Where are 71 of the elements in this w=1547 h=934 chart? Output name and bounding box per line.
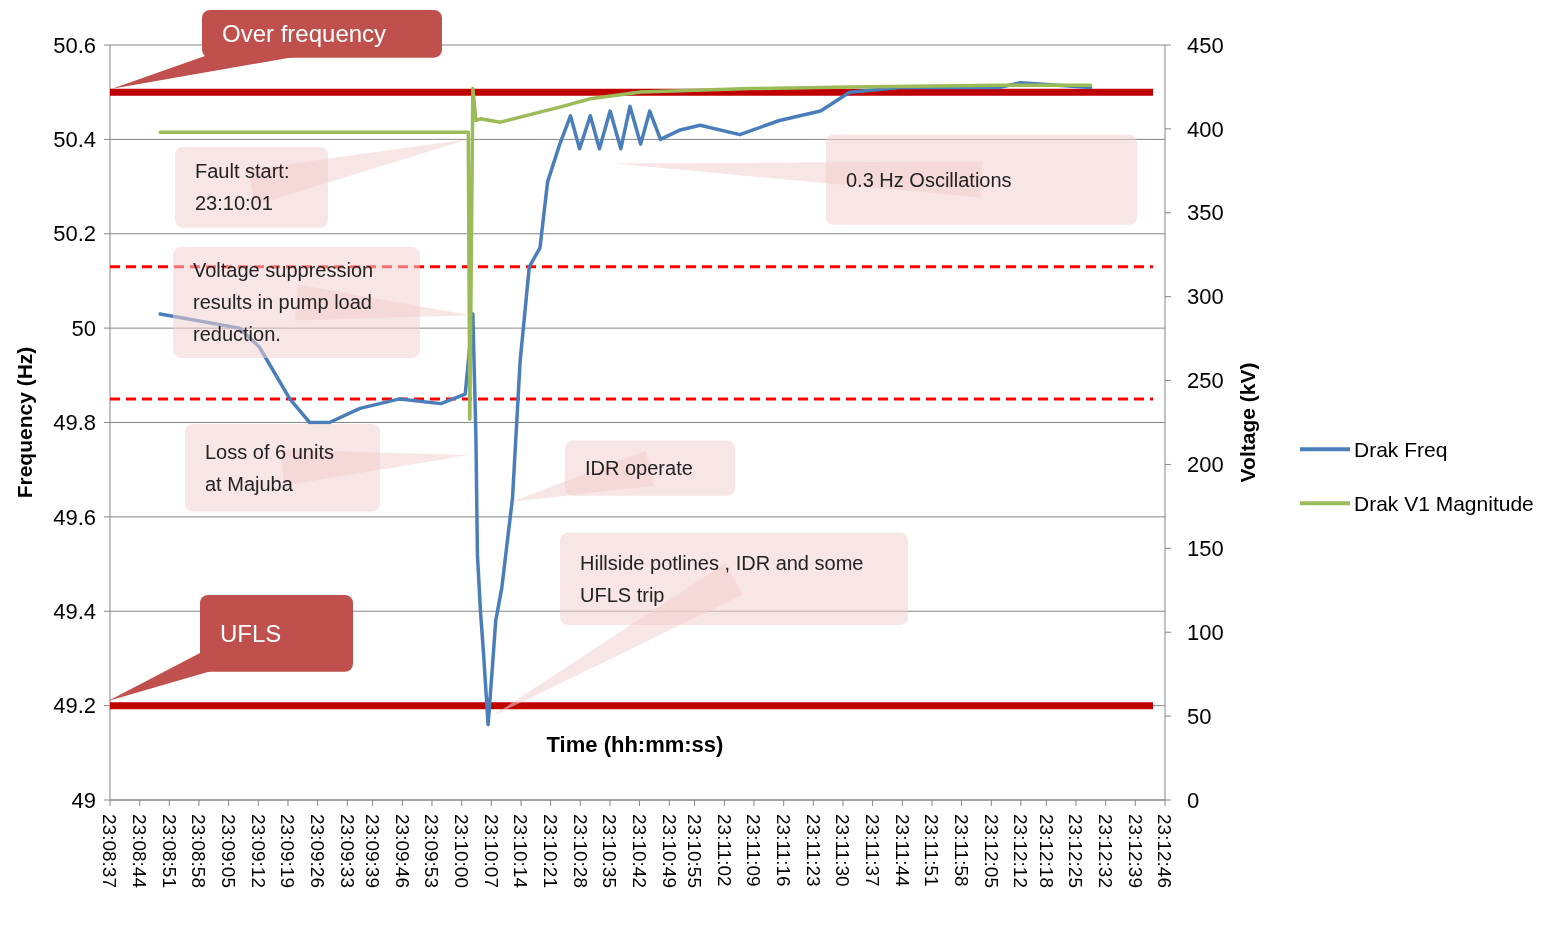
- x-tick-label: 23:12:39: [1124, 814, 1146, 888]
- x-tick-label: 23:11:09: [743, 814, 765, 887]
- y-axis-title: Frequency (Hz): [13, 346, 36, 499]
- x-tick-label: 23:09:53: [421, 814, 443, 888]
- y2-tick-label: 300: [1187, 284, 1224, 310]
- x-tick-label: 23:11:02: [713, 814, 735, 887]
- annotation: Fault start: 23:10:01: [195, 160, 290, 215]
- y-tick-label: 50.4: [53, 127, 96, 153]
- y2-tick-label: 250: [1187, 368, 1224, 394]
- legend-label: Drak Freq: [1354, 437, 1448, 461]
- x-tick-label: 23:10:28: [569, 814, 591, 888]
- annotation: Loss of 6 units at Majuba: [205, 440, 334, 495]
- x-axis-title: Time (hh:mm:ss): [546, 732, 724, 758]
- y2-tick-label: 150: [1187, 536, 1224, 562]
- y-tick-label: 49: [71, 787, 96, 813]
- x-tick-label: 23:11:44: [891, 814, 913, 887]
- x-tick-label: 23:08:37: [99, 814, 121, 888]
- y-tick-label: 49.4: [53, 598, 96, 624]
- x-tick-label: 23:11:16: [773, 814, 795, 887]
- y2-tick-label: 400: [1187, 116, 1224, 142]
- x-tick-label: 23:11:58: [950, 814, 972, 887]
- x-tick-label: 23:12:25: [1065, 814, 1087, 888]
- annotation: Voltage suppression results in pump load reduction.: [193, 259, 374, 346]
- x-tick-label: 23:10:07: [480, 814, 502, 888]
- annotation: 0.3 Hz Oscillations: [846, 168, 1012, 191]
- line-series: [158, 83, 1093, 421]
- y-tick-label: 50: [71, 315, 96, 341]
- y2-tick-label: 50: [1187, 703, 1212, 729]
- x-tick-label: 23:10:42: [628, 814, 650, 888]
- line-series: [158, 81, 1093, 727]
- x-tick-label: 23:09:46: [391, 814, 413, 888]
- y2-tick-label: 200: [1187, 452, 1224, 478]
- annotation: Over frequency: [222, 20, 387, 48]
- annotation: UFLS: [220, 619, 282, 647]
- legend-label: Drak V1 Magnitude: [1354, 491, 1534, 515]
- y-tick-label: 49.2: [53, 693, 96, 719]
- x-tick-label: 23:08:58: [188, 814, 210, 888]
- x-tick-label: 23:09:05: [218, 814, 240, 888]
- y2-tick-label: 450: [1187, 32, 1224, 58]
- x-tick-label: 23:12:46: [1154, 814, 1176, 888]
- y2-axis-title: Voltage (kV): [1236, 362, 1259, 483]
- x-tick-label: 23:09:12: [247, 814, 269, 888]
- x-tick-label: 23:12:05: [980, 814, 1002, 888]
- x-tick-label: 23:10:00: [451, 814, 473, 888]
- y-tick-label: 50.6: [53, 32, 96, 58]
- x-tick-label: 23:11:37: [861, 814, 883, 887]
- annotation: IDR operate: [585, 457, 693, 480]
- x-tick-label: 23:10:14: [510, 814, 532, 889]
- x-tick-label: 23:09:39: [361, 814, 383, 888]
- x-tick-label: 23:11:30: [832, 814, 854, 887]
- x-tick-label: 23:10:49: [658, 814, 680, 888]
- x-tick-label: 23:10:21: [539, 814, 561, 888]
- x-tick-label: 23:08:51: [158, 814, 180, 888]
- y-tick-label: 49.6: [53, 504, 96, 530]
- y-tick-label: 49.8: [53, 410, 96, 436]
- x-tick-label: 23:10:35: [599, 814, 621, 888]
- annotation: Hillside potlines , IDR and some UFLS trip: [580, 551, 864, 606]
- x-tick-label: 23:12:12: [1010, 814, 1032, 888]
- y2-tick-label: 0: [1187, 787, 1200, 813]
- x-tick-label: 23:10:55: [683, 814, 705, 888]
- x-tick-label: 23:12:18: [1035, 814, 1057, 888]
- y-tick-label: 50.2: [53, 221, 96, 247]
- x-tick-label: 23:09:26: [306, 814, 328, 888]
- x-tick-label: 23:08:44: [129, 814, 151, 889]
- x-tick-label: 23:12:32: [1095, 814, 1117, 888]
- y2-tick-label: 100: [1187, 619, 1224, 645]
- y2-tick-label: 350: [1187, 200, 1224, 226]
- x-tick-label: 23:11:23: [802, 814, 824, 887]
- x-tick-label: 23:11:51: [921, 814, 943, 887]
- x-tick-label: 23:09:33: [336, 814, 358, 888]
- x-tick-label: 23:09:19: [277, 814, 299, 888]
